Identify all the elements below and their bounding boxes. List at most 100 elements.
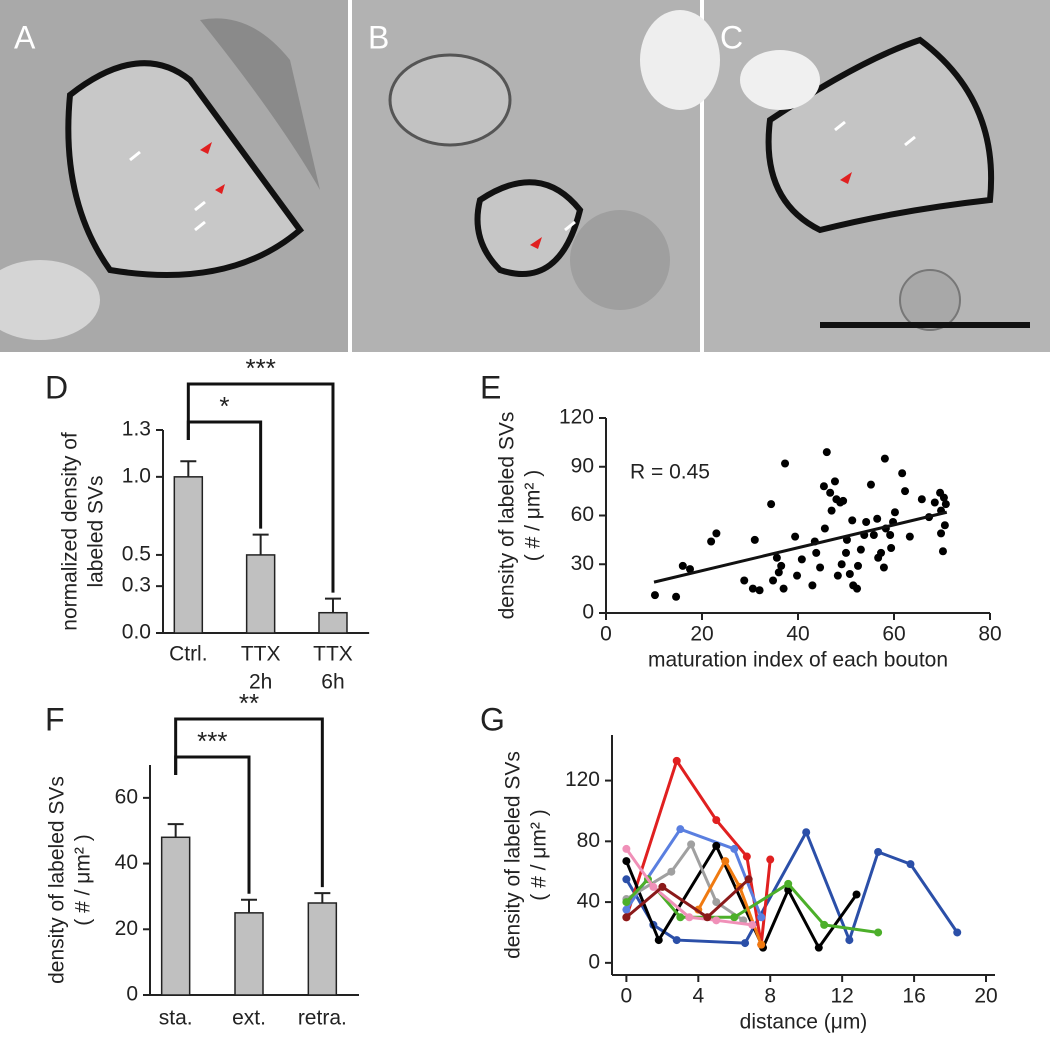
point	[622, 857, 631, 866]
panel-label: C	[720, 19, 743, 55]
point	[774, 568, 783, 577]
point	[712, 841, 721, 850]
point	[707, 537, 716, 546]
point	[622, 875, 631, 884]
bouton	[65, 60, 305, 278]
panel-label: B	[368, 19, 389, 55]
y-tick-label: 60	[571, 503, 594, 526]
point	[622, 844, 631, 853]
annotation: R = 0.45	[630, 461, 710, 484]
y-tick-label: 0	[126, 983, 138, 1006]
y-tick-label: 0.3	[122, 574, 151, 597]
point	[772, 553, 781, 562]
point	[917, 495, 926, 504]
point	[784, 879, 793, 888]
point	[742, 852, 751, 861]
x-axis-label: maturation index of each bouton	[648, 649, 948, 672]
point	[712, 816, 721, 825]
error-bar	[324, 597, 341, 613]
point	[721, 857, 730, 866]
point	[802, 828, 811, 837]
point	[901, 487, 910, 496]
structure	[899, 269, 961, 331]
error-bar	[167, 823, 184, 838]
point	[791, 532, 800, 541]
x-tick-label: TTX	[241, 643, 281, 666]
point	[869, 531, 878, 539]
y-tick-label: 40	[577, 890, 600, 913]
point	[866, 480, 875, 489]
y-tick-label: 0.5	[122, 542, 151, 565]
x-axis-label: distance (μm)	[740, 1011, 868, 1034]
structure	[0, 260, 100, 340]
x-tick-label: 6h	[321, 671, 344, 694]
significance-label: ***	[197, 726, 227, 756]
point	[622, 898, 631, 907]
significance-label: **	[239, 688, 259, 718]
point	[741, 939, 750, 948]
point	[672, 756, 681, 765]
fit-line	[653, 510, 948, 584]
x-tick-label: 20	[974, 985, 997, 1008]
point	[820, 920, 829, 929]
point	[744, 875, 753, 884]
x-tick-label: 2h	[249, 671, 272, 694]
point	[848, 516, 857, 525]
point	[853, 584, 862, 593]
point	[797, 555, 806, 564]
point	[730, 913, 739, 922]
x-tick-label: 4	[692, 985, 704, 1008]
structure	[640, 10, 720, 110]
y-tick-label: 1.0	[122, 464, 151, 487]
bar	[245, 554, 276, 634]
point	[750, 535, 759, 544]
panel-label: G	[480, 701, 505, 737]
point	[837, 560, 846, 569]
x-tick-label: 40	[786, 623, 809, 646]
series-line	[696, 857, 763, 946]
point	[687, 840, 696, 849]
point	[890, 508, 899, 517]
point	[678, 561, 687, 570]
panel-label: D	[45, 369, 68, 405]
bar	[318, 611, 348, 634]
point	[940, 521, 949, 530]
point	[622, 905, 631, 914]
x-tick-label: TTX	[313, 643, 353, 666]
point	[769, 576, 778, 585]
error-bar	[314, 892, 331, 903]
point	[820, 524, 829, 533]
significance-label: ***	[245, 353, 275, 383]
point	[622, 913, 631, 922]
x-tick-label: 12	[830, 985, 853, 1008]
point	[930, 498, 939, 507]
point	[767, 500, 776, 509]
point	[654, 936, 663, 945]
point	[781, 459, 790, 468]
y-axis-label: ( # / μm² )	[72, 834, 95, 925]
point	[816, 563, 825, 572]
x-tick-label: 0	[621, 985, 633, 1008]
point	[748, 920, 757, 929]
point	[898, 469, 907, 478]
y-axis-label: ( # / μm² )	[528, 809, 551, 900]
point	[686, 565, 694, 574]
point	[830, 477, 839, 486]
y-tick-label: 30	[571, 552, 594, 575]
point	[755, 586, 764, 595]
x-tick-label: 20	[690, 623, 713, 646]
arrow	[129, 120, 916, 232]
point	[906, 860, 915, 869]
point	[812, 548, 821, 557]
point	[740, 576, 749, 585]
point	[819, 482, 828, 491]
y-tick-label: 1.3	[122, 418, 151, 441]
panel-label: F	[45, 701, 65, 737]
significance-label: *	[219, 391, 229, 421]
point	[730, 844, 739, 853]
panel-label: E	[480, 369, 501, 405]
y-axis-label: labeled SVs	[85, 475, 108, 587]
x-tick-label: ext.	[232, 1007, 266, 1030]
point	[854, 561, 862, 570]
